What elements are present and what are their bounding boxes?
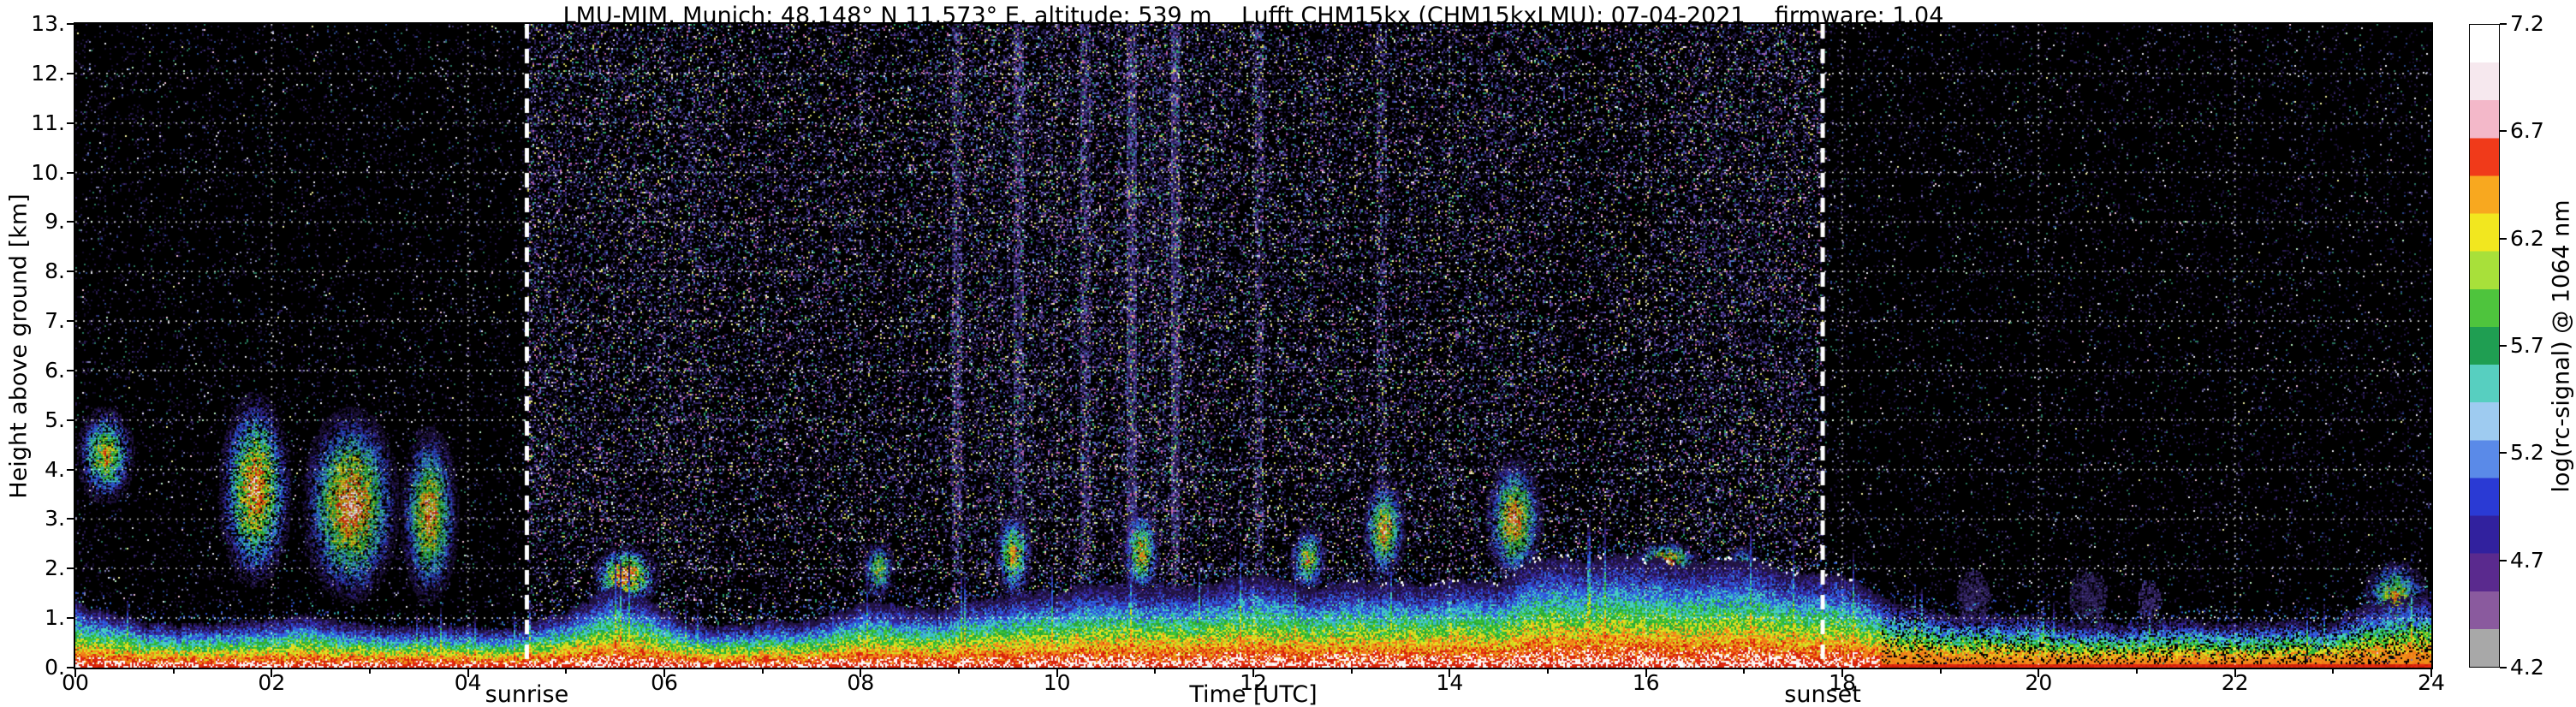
y-axis-label-text: Height above ground [km] — [5, 193, 33, 499]
colorbar-tick-mark — [2500, 452, 2507, 454]
colorbar-tick-mark — [2500, 667, 2507, 668]
x-minor-tick-mark — [1154, 669, 1157, 674]
colorbar-label-text: log(rc-signal) @ 1064 nm — [2548, 199, 2575, 493]
y-tick-mark — [67, 518, 75, 520]
x-tick-mark — [1449, 669, 1451, 677]
x-minor-tick-mark — [2136, 669, 2138, 674]
y-tick-label: 9. — [45, 209, 65, 235]
x-minor-tick-mark — [1939, 669, 1942, 674]
x-tick-mark — [1056, 669, 1058, 677]
x-tick-label: 18 — [1829, 670, 1856, 695]
x-tick-mark — [1252, 669, 1254, 677]
y-tick-mark — [67, 369, 75, 371]
y-tick-label: 7. — [45, 308, 65, 334]
sunrise-label: sunrise — [485, 681, 569, 707]
x-tick-mark — [467, 669, 469, 677]
y-tick-mark — [67, 667, 75, 668]
x-tick-mark — [2430, 669, 2432, 677]
plot-area — [74, 22, 2433, 669]
colorbar-label: log(rc-signal) @ 1064 nm — [2548, 24, 2575, 668]
x-tick-label: 20 — [2025, 670, 2053, 695]
x-minor-tick-mark — [565, 669, 568, 674]
colorbar-tick-mark — [2500, 345, 2507, 347]
x-tick-mark — [2038, 669, 2040, 677]
y-tick-mark — [67, 468, 75, 471]
y-tick-mark — [67, 320, 75, 323]
x-tick-label: 02 — [258, 670, 286, 695]
x-tick-label: 24 — [2418, 670, 2445, 695]
heatmap-canvas — [75, 24, 2431, 668]
x-tick-mark — [1841, 669, 1843, 677]
y-tick-label: 11. — [31, 110, 65, 135]
x-tick-mark — [860, 669, 862, 677]
x-minor-tick-mark — [958, 669, 960, 674]
y-tick-label: 2. — [45, 556, 65, 581]
colorbar — [2469, 24, 2500, 668]
y-tick-mark — [67, 270, 75, 273]
x-tick-label: 10 — [1043, 670, 1071, 695]
x-tick-mark — [1645, 669, 1647, 677]
y-tick-mark — [67, 617, 75, 620]
y-tick-mark — [67, 122, 75, 124]
x-tick-mark — [2234, 669, 2236, 677]
y-tick-label: 10. — [31, 159, 65, 185]
x-tick-mark — [271, 669, 273, 677]
colorbar-tick-label: 4.2 — [2510, 655, 2544, 680]
x-minor-tick-mark — [172, 669, 175, 674]
y-tick-label: 13. — [31, 11, 65, 36]
x-tick-mark — [74, 669, 76, 677]
y-tick-label: 8. — [45, 258, 65, 284]
y-tick-label: 4. — [45, 456, 65, 482]
x-tick-label: 14 — [1436, 670, 1464, 695]
x-tick-label: 08 — [847, 670, 875, 695]
x-minor-tick-mark — [2332, 669, 2335, 674]
x-tick-label: 12 — [1240, 670, 1267, 695]
x-minor-tick-mark — [369, 669, 371, 674]
y-tick-mark — [67, 72, 75, 74]
x-tick-mark — [663, 669, 665, 677]
y-tick-label: 1. — [45, 605, 65, 631]
colorbar-tick-label: 6.2 — [2510, 225, 2544, 251]
colorbar-tick-mark — [2500, 559, 2507, 561]
x-axis-label: Time [UTC] — [1189, 681, 1318, 707]
colorbar-tick-label: 4.7 — [2510, 547, 2544, 573]
y-tick-mark — [67, 23, 75, 25]
y-tick-label: 0. — [45, 655, 65, 680]
colorbar-tick-label: 5.7 — [2510, 333, 2544, 358]
x-tick-label: 22 — [2221, 670, 2249, 695]
x-tick-label: 16 — [1632, 670, 1660, 695]
y-tick-label: 12. — [31, 60, 65, 86]
x-tick-label: 06 — [651, 670, 678, 695]
x-minor-tick-mark — [1547, 669, 1549, 674]
y-tick-label: 3. — [45, 506, 65, 532]
y-tick-mark — [67, 419, 75, 421]
x-tick-label: 04 — [454, 670, 482, 695]
x-minor-tick-mark — [761, 669, 764, 674]
x-tick-label: 00 — [62, 670, 89, 695]
y-tick-mark — [67, 221, 75, 223]
colorbar-tick-label: 6.7 — [2510, 118, 2544, 144]
x-minor-tick-mark — [1743, 669, 1746, 674]
y-tick-mark — [67, 171, 75, 174]
colorbar-tick-mark — [2500, 237, 2507, 240]
colorbar-tick-label: 7.2 — [2510, 11, 2544, 36]
y-tick-label: 6. — [45, 357, 65, 383]
sunset-label: sunset — [1784, 681, 1861, 707]
colorbar-tick-mark — [2500, 23, 2507, 25]
y-tick-label: 5. — [45, 407, 65, 432]
colorbar-tick-mark — [2500, 130, 2507, 133]
y-tick-mark — [67, 567, 75, 570]
x-minor-tick-mark — [1350, 669, 1353, 674]
colorbar-tick-label: 5.2 — [2510, 440, 2544, 466]
